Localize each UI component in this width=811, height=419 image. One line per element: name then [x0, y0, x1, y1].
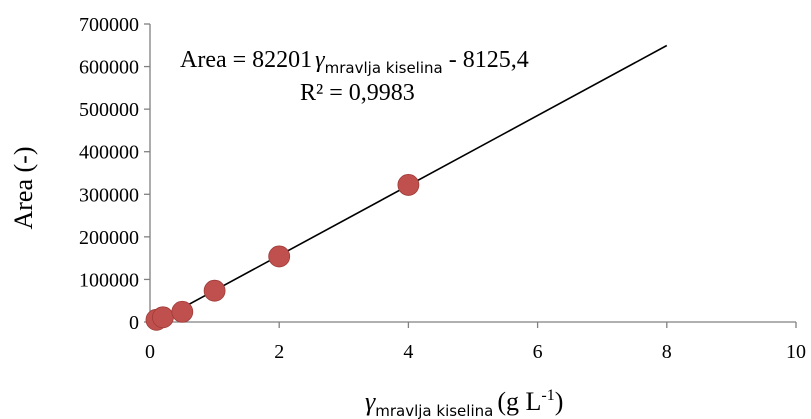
x-tick-label: 6 — [533, 341, 543, 363]
y-tick-label: 200000 — [79, 227, 139, 249]
x-axis-title: γmravlja kiselina (g L-1) — [365, 387, 563, 419]
x-tick-label: 0 — [145, 341, 155, 363]
x-axis-ticks: 0 2 4 6 8 10 — [145, 322, 806, 363]
y-tick-label: 600000 — [79, 57, 139, 79]
data-point — [152, 306, 174, 329]
x-tick-label: 8 — [662, 341, 672, 363]
x-tick-label: 2 — [274, 341, 284, 363]
y-axis-title: Area (-) — [9, 147, 38, 230]
x-tick-label: 10 — [786, 341, 806, 363]
data-point — [397, 174, 420, 196]
y-tick-label: 300000 — [79, 184, 139, 206]
r-squared-label: R² = 0,9983 — [300, 80, 415, 106]
x-tick-label: 4 — [403, 341, 413, 363]
trendline-equation: Area = 82201 γmravlja kiselina - 8125,4 — [180, 47, 529, 77]
y-tick-label: 700000 — [79, 14, 139, 36]
y-tick-label: 400000 — [79, 142, 139, 164]
data-point — [203, 279, 226, 302]
data-point — [171, 300, 194, 323]
y-tick-label: 100000 — [79, 269, 139, 291]
y-axis-ticks: 0 100000 200000 300000 400000 500000 600000 700… — [79, 14, 150, 334]
y-tick-label: 0 — [129, 312, 139, 334]
data-points — [145, 174, 420, 331]
y-tick-label: 500000 — [79, 99, 139, 121]
data-point — [268, 245, 291, 268]
